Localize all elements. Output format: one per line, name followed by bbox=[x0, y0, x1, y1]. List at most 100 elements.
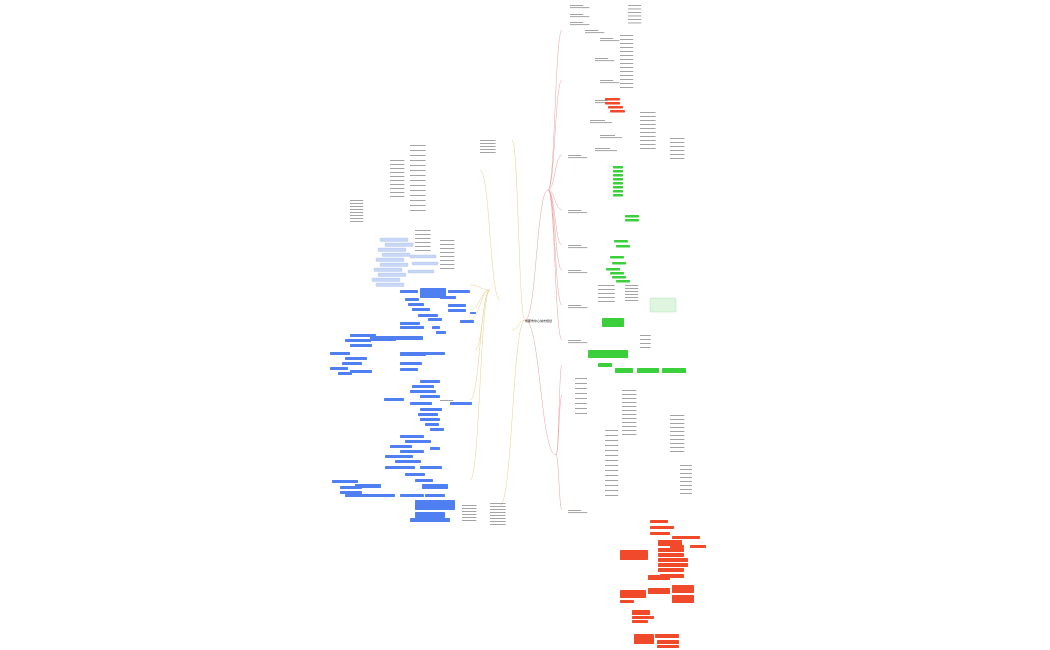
highlight-node-blue[interactable] bbox=[425, 494, 445, 497]
highlight-node-blue[interactable] bbox=[420, 466, 442, 469]
highlight-node-green[interactable] bbox=[613, 190, 623, 193]
highlight-node-blue[interactable] bbox=[415, 479, 433, 482]
highlight-node-blue[interactable] bbox=[448, 304, 466, 307]
highlight-node-green[interactable] bbox=[610, 256, 624, 259]
highlight-node-red[interactable] bbox=[650, 532, 670, 535]
highlight-node-green[interactable] bbox=[598, 363, 612, 367]
highlight-node-blue[interactable] bbox=[405, 440, 431, 443]
highlight-node-blue[interactable] bbox=[418, 413, 438, 416]
highlight-node-blue[interactable] bbox=[448, 290, 470, 293]
highlight-node-green[interactable] bbox=[613, 166, 623, 169]
highlight-node-blue[interactable] bbox=[412, 385, 434, 388]
highlight-node-green[interactable] bbox=[613, 174, 623, 177]
root-node[interactable]: 成都市中心城市规划 bbox=[525, 318, 552, 323]
highlight-node-red[interactable] bbox=[634, 634, 654, 644]
highlight-node-blue[interactable] bbox=[448, 309, 466, 312]
highlight-node-blue[interactable] bbox=[430, 447, 440, 450]
highlight-node-red[interactable] bbox=[632, 620, 648, 623]
highlight-node-green[interactable] bbox=[602, 318, 624, 327]
note-node-blue[interactable] bbox=[377, 247, 407, 252]
highlight-node-blue[interactable] bbox=[345, 357, 367, 360]
highlight-node-red[interactable] bbox=[608, 106, 623, 109]
note-node-blue[interactable] bbox=[379, 237, 409, 242]
note-node-blue[interactable] bbox=[384, 242, 414, 247]
highlight-node-blue[interactable] bbox=[415, 512, 445, 518]
highlight-node-blue[interactable] bbox=[436, 331, 446, 334]
highlight-node-red[interactable] bbox=[690, 545, 706, 548]
highlight-node-blue[interactable] bbox=[405, 473, 425, 476]
highlight-node-red[interactable] bbox=[650, 526, 674, 529]
highlight-node-red[interactable] bbox=[650, 520, 668, 523]
highlight-node-green[interactable] bbox=[613, 178, 623, 181]
highlight-node-blue[interactable] bbox=[400, 326, 424, 329]
highlight-node-blue[interactable] bbox=[400, 352, 426, 356]
note-node-green[interactable] bbox=[649, 297, 677, 313]
highlight-node-blue[interactable] bbox=[408, 303, 424, 306]
highlight-node-blue[interactable] bbox=[338, 372, 352, 375]
highlight-node-green[interactable] bbox=[625, 215, 639, 218]
highlight-node-green[interactable] bbox=[606, 268, 620, 271]
note-node-blue[interactable] bbox=[379, 262, 409, 267]
highlight-node-blue[interactable] bbox=[430, 428, 444, 431]
highlight-node-green[interactable] bbox=[615, 368, 633, 373]
highlight-node-red[interactable] bbox=[672, 585, 694, 593]
highlight-node-blue[interactable] bbox=[385, 466, 415, 469]
highlight-node-green[interactable] bbox=[613, 170, 623, 173]
highlight-node-red[interactable] bbox=[610, 110, 625, 113]
highlight-node-blue[interactable] bbox=[470, 312, 476, 314]
highlight-node-blue[interactable] bbox=[410, 518, 450, 522]
highlight-node-blue[interactable] bbox=[450, 402, 472, 405]
highlight-node-blue[interactable] bbox=[350, 334, 376, 337]
highlight-node-red[interactable] bbox=[672, 536, 700, 539]
note-node-blue[interactable] bbox=[409, 254, 437, 259]
highlight-node-blue[interactable] bbox=[418, 314, 438, 317]
highlight-node-blue[interactable] bbox=[395, 460, 421, 463]
highlight-node-blue[interactable] bbox=[390, 445, 412, 448]
highlight-node-blue[interactable] bbox=[370, 336, 396, 341]
highlight-node-red[interactable] bbox=[620, 600, 634, 603]
highlight-node-green[interactable] bbox=[588, 350, 628, 358]
highlight-node-blue[interactable] bbox=[422, 484, 448, 489]
highlight-node-red[interactable] bbox=[605, 98, 620, 101]
highlight-node-blue[interactable] bbox=[400, 368, 418, 371]
highlight-node-blue[interactable] bbox=[400, 494, 424, 497]
highlight-node-green[interactable] bbox=[610, 272, 624, 275]
highlight-node-green[interactable] bbox=[625, 219, 639, 222]
note-node-blue[interactable] bbox=[375, 282, 405, 287]
highlight-node-red[interactable] bbox=[658, 558, 688, 562]
highlight-node-blue[interactable] bbox=[340, 491, 362, 494]
highlight-node-red[interactable] bbox=[658, 548, 684, 552]
highlight-node-blue[interactable] bbox=[440, 296, 456, 299]
highlight-node-blue[interactable] bbox=[405, 298, 419, 301]
highlight-node-blue[interactable] bbox=[425, 352, 445, 355]
highlight-node-blue[interactable] bbox=[428, 318, 442, 321]
highlight-node-blue[interactable] bbox=[400, 290, 418, 293]
highlight-node-blue[interactable] bbox=[342, 362, 362, 365]
highlight-node-red[interactable] bbox=[632, 616, 654, 619]
highlight-node-red[interactable] bbox=[620, 550, 648, 560]
highlight-node-red[interactable] bbox=[648, 588, 670, 594]
highlight-node-blue[interactable] bbox=[350, 344, 372, 347]
highlight-node-blue[interactable] bbox=[432, 326, 440, 329]
highlight-node-red[interactable] bbox=[648, 575, 670, 580]
highlight-node-blue[interactable] bbox=[412, 308, 430, 311]
note-node-blue[interactable] bbox=[381, 252, 411, 257]
highlight-node-green[interactable] bbox=[613, 194, 623, 197]
highlight-node-green[interactable] bbox=[613, 182, 623, 185]
highlight-node-blue[interactable] bbox=[350, 370, 372, 373]
highlight-node-green[interactable] bbox=[613, 186, 623, 189]
highlight-node-blue[interactable] bbox=[330, 367, 348, 370]
highlight-node-blue[interactable] bbox=[400, 435, 424, 438]
note-node-blue[interactable] bbox=[377, 272, 407, 277]
highlight-node-blue[interactable] bbox=[415, 500, 455, 510]
highlight-node-red[interactable] bbox=[658, 540, 682, 546]
highlight-node-blue[interactable] bbox=[460, 320, 474, 323]
note-node-blue[interactable] bbox=[407, 269, 435, 274]
highlight-node-green[interactable] bbox=[637, 368, 659, 373]
highlight-node-blue[interactable] bbox=[420, 408, 442, 411]
highlight-node-blue[interactable] bbox=[355, 484, 381, 488]
highlight-node-red[interactable] bbox=[655, 634, 679, 638]
highlight-node-blue[interactable] bbox=[395, 336, 423, 340]
highlight-node-blue[interactable] bbox=[330, 352, 350, 355]
highlight-node-blue[interactable] bbox=[400, 322, 420, 325]
